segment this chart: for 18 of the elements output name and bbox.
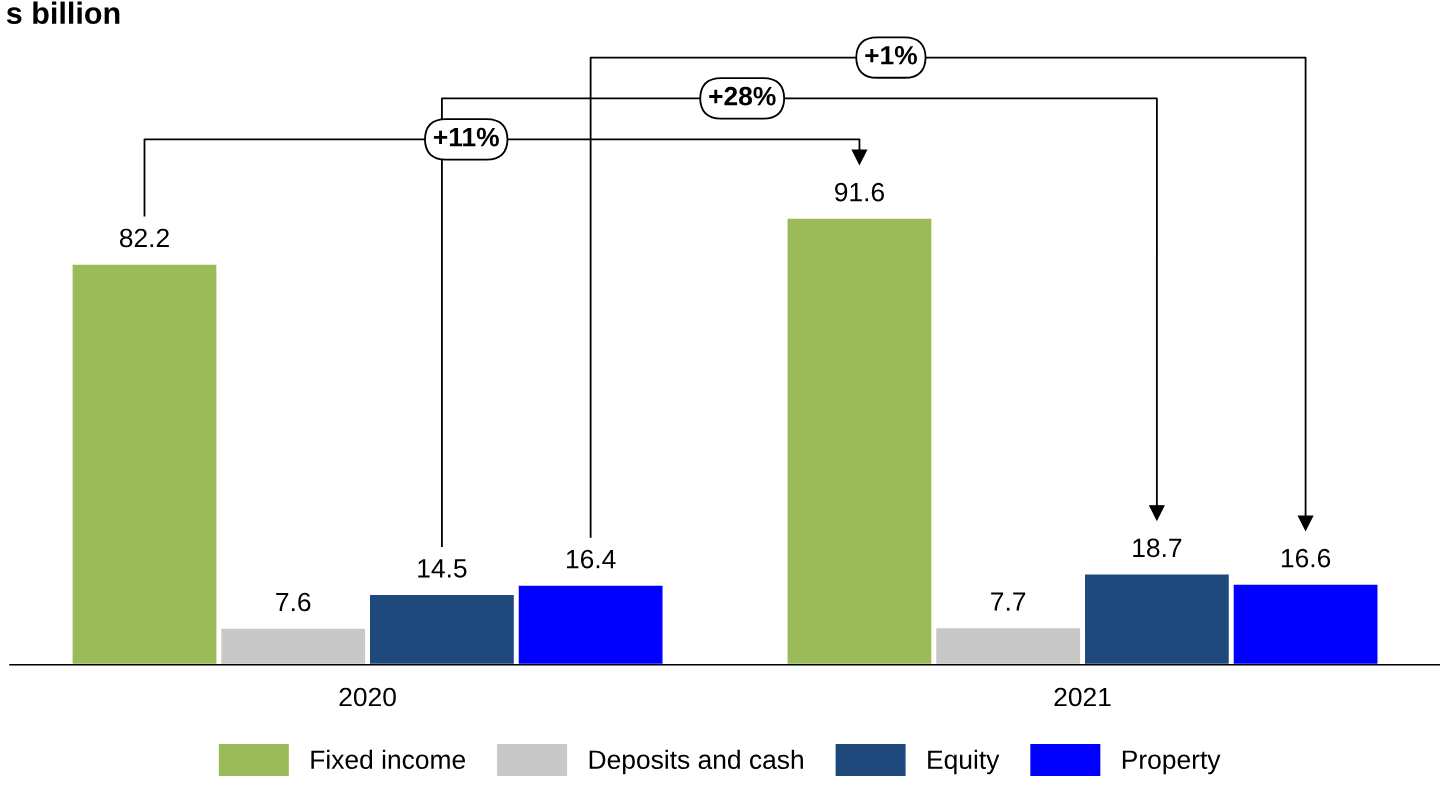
data-label: 7.6 [276,592,311,612]
text: +11% [433,127,499,147]
data-label: 18.7 [1133,538,1182,558]
x-tick-label: 2021 [1054,687,1111,707]
legend-label: Property [1122,750,1221,775]
data-label: 91.6 [835,182,884,202]
data-label: 82.2 [119,228,169,248]
text: +1% [865,45,917,65]
legend-label: Equity [928,749,1000,775]
data-label: 16.4 [566,549,616,569]
data-label: 14.5 [418,559,467,578]
legend-label: Deposits and cash [589,749,803,775]
legend-label: Fixed income [311,749,465,770]
data-label: 16.6 [1281,548,1331,568]
text: +28% [709,86,776,106]
chart-title: s billion [6,1,120,25]
x-tick-label: 2020 [339,687,396,707]
data-label: 7.7 [991,592,1026,611]
